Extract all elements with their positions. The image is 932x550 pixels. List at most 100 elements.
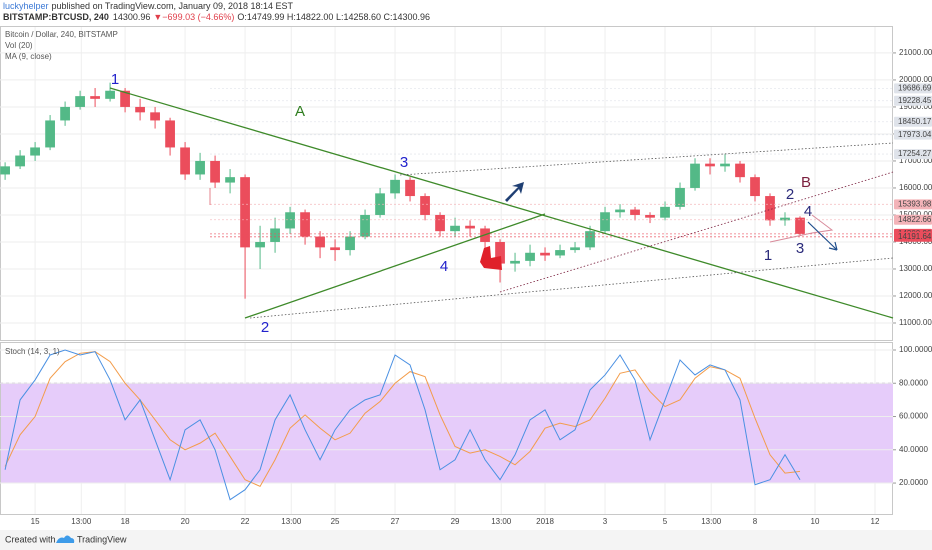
indicator: MA (9, close) xyxy=(5,52,52,61)
candle-body xyxy=(300,212,310,237)
price-pane xyxy=(0,26,893,341)
candle-body xyxy=(495,241,505,264)
channel-line xyxy=(249,257,894,319)
price-label: 14191.64 xyxy=(898,232,932,241)
logo xyxy=(56,535,75,543)
publisher: luckyhelper xyxy=(3,1,49,11)
y-tick-label: 13000.00 xyxy=(899,264,932,273)
x-tick-label: 27 xyxy=(391,517,400,526)
candle-body xyxy=(510,260,520,264)
candle-body xyxy=(435,214,445,232)
candle-body xyxy=(210,160,220,183)
x-tick-label: 2018 xyxy=(536,517,554,526)
drawings xyxy=(109,87,894,319)
trend-line xyxy=(244,213,546,319)
candle-body xyxy=(615,209,625,213)
y-tick-label: 60.0000 xyxy=(899,412,928,421)
x-tick-label: 3 xyxy=(603,517,608,526)
candle-body xyxy=(150,112,160,121)
candle-body xyxy=(285,212,295,229)
last-price: 14300.96 xyxy=(113,12,151,22)
candle-body xyxy=(120,90,130,107)
trend-line xyxy=(109,87,894,319)
price-label-box xyxy=(894,231,932,242)
price-label: 19228.45 xyxy=(898,96,932,105)
candle-body xyxy=(90,96,100,99)
candle-body xyxy=(390,179,400,194)
price-label: 19686.69 xyxy=(898,84,932,93)
y-tick-label: 21000.00 xyxy=(899,48,932,57)
stoch-title: Stoch (14, 3, 1) xyxy=(5,347,60,356)
candle-body xyxy=(75,96,85,107)
candle-body xyxy=(135,106,145,113)
candle-body xyxy=(630,209,640,215)
candle-body xyxy=(30,147,40,156)
candle-body xyxy=(270,228,280,242)
candle-body xyxy=(105,90,115,99)
y-tick-label: 16000.00 xyxy=(899,183,932,192)
price-label-box xyxy=(894,83,932,94)
symbol-line: BITSTAMP:BTCUSD, 240 14300.96 ▼−699.03 (−4… xyxy=(3,12,430,22)
band xyxy=(1,383,893,484)
x-tick-label: 18 xyxy=(121,517,130,526)
change: ▼−699.03 (−4.66%) xyxy=(153,12,234,22)
x-tick-label: 5 xyxy=(663,517,668,526)
stoch-line xyxy=(4,349,801,501)
wedge xyxy=(769,214,834,243)
candle-body xyxy=(735,163,745,178)
candle-body xyxy=(225,177,235,183)
candle-body xyxy=(600,212,610,232)
indicator: Vol (20) xyxy=(5,41,33,50)
stoch-line xyxy=(4,351,801,488)
hand-icon xyxy=(480,246,502,270)
y-tick-label: 17000.00 xyxy=(899,156,932,165)
ohlc: O:14749.99 H:14822.00 L:14258.60 C:14300… xyxy=(237,12,430,22)
annotation: B xyxy=(801,174,811,191)
candle-body xyxy=(255,241,265,248)
y-tick-label: 12000.00 xyxy=(899,291,932,300)
marks: 15 13:00 18 20 22 13:00 25 27 29 13:00 2018 3 5 13:00… xyxy=(0,48,932,526)
y-tick-label: 20000.00 xyxy=(899,75,932,84)
candle-body xyxy=(465,225,475,229)
x-tick-label: 13:00 xyxy=(491,517,512,526)
x-tick-label: 13:00 xyxy=(281,517,302,526)
candle-body xyxy=(240,177,250,248)
candle-body xyxy=(15,155,25,167)
price-label-box xyxy=(894,199,932,210)
annotation: 2 xyxy=(261,319,269,336)
candle-body xyxy=(585,231,595,248)
x-tick-label: 12 xyxy=(871,517,880,526)
y-tick-label: 19000.00 xyxy=(899,102,932,111)
candle-body xyxy=(780,217,790,221)
candle-body xyxy=(570,247,580,251)
price-label: 15393.98 xyxy=(898,199,932,208)
x-tick-label: 29 xyxy=(451,517,460,526)
y-tick-label: 80.0000 xyxy=(899,378,928,387)
candle-body xyxy=(690,163,700,188)
grid xyxy=(0,27,893,514)
x-tick-label: 13:00 xyxy=(71,517,92,526)
arrow xyxy=(807,221,838,251)
candle-body xyxy=(555,250,565,256)
x-tick-label: 25 xyxy=(331,517,340,526)
candle-body xyxy=(345,236,355,251)
footer-bar xyxy=(0,530,932,550)
x-tick-label: 15 xyxy=(31,517,40,526)
annotation: A xyxy=(295,103,305,120)
x-tick-label: 8 xyxy=(753,517,758,526)
candle-body xyxy=(315,236,325,248)
chart-title: Bitcoin / Dollar, 240, BITSTAMP xyxy=(5,30,118,39)
candle-body xyxy=(360,214,370,237)
price-label: 14822.66 xyxy=(898,215,932,224)
annotation: 1 xyxy=(764,247,772,264)
footer-text: Created with xyxy=(5,534,56,544)
annotation: 1 xyxy=(111,71,119,88)
annotation: 4 xyxy=(440,258,448,275)
candle-body xyxy=(765,196,775,221)
y-tick-label: 15000.00 xyxy=(899,210,932,219)
candle-body xyxy=(705,163,715,167)
annotation: 4 xyxy=(804,203,812,220)
candle-body xyxy=(750,177,760,197)
price-label-box xyxy=(894,149,932,160)
